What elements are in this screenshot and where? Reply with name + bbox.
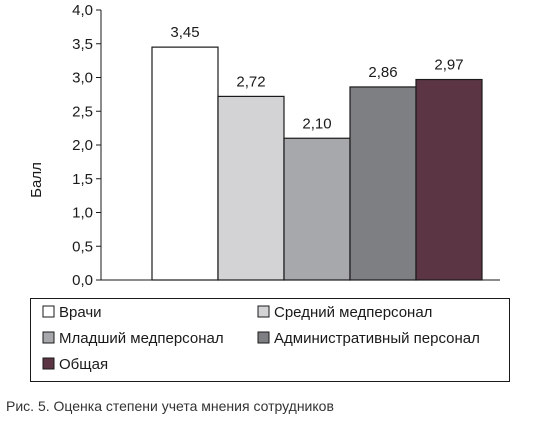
legend: Врачи Средний медперсонал Младший медперсо…	[30, 298, 510, 382]
bar-value-label: 2,97	[434, 57, 463, 74]
bar-4	[349, 86, 417, 281]
bar-5	[415, 78, 483, 281]
bar-value-label: 2,10	[302, 115, 331, 132]
legend-entry-label: Младший медперсонал	[59, 330, 224, 347]
bar-chart: 0,0 0,5 1,0 1,5 2,0 2,5 3,0 3,5 4,0 3,45 2,72 2,10…	[28, 2, 510, 382]
legend-swatch	[42, 357, 55, 370]
bar-value-label: 2,86	[368, 64, 397, 81]
bar-2	[217, 95, 285, 281]
y-tick-label: 3,5	[72, 36, 93, 53]
bar-data-labels: 3,45 2,72 2,10 2,86 2,97	[170, 24, 463, 132]
figure-caption: Рис. 5. Оценка степени учета мнения сотр…	[6, 398, 334, 414]
legend-entry-label: Врачи	[59, 304, 102, 321]
y-tick-label: 0,5	[72, 238, 93, 255]
legend-swatch	[42, 331, 55, 344]
y-axis-label: Балл	[28, 162, 45, 198]
legend-entry-label: Общая	[59, 356, 108, 373]
bars	[151, 46, 483, 281]
legend-box	[30, 298, 510, 382]
legend-swatch	[257, 331, 270, 344]
y-axis-ticks: 0,0 0,5 1,0 1,5 2,0 2,5 3,0 3,5 4,0	[72, 2, 101, 289]
y-tick-label: 2,5	[72, 103, 93, 120]
bar-value-label: 3,45	[170, 24, 199, 41]
bar-value-label: 2,72	[236, 73, 265, 90]
bar-1	[151, 46, 219, 281]
y-tick-label: 4,0	[72, 2, 93, 19]
y-tick-label: 1,5	[72, 171, 93, 188]
y-tick-label: 2,0	[72, 137, 93, 154]
bar-3	[283, 137, 351, 281]
legend-entry-label: Средний медперсонал	[274, 304, 432, 321]
y-tick-label: 0,0	[72, 272, 93, 289]
legend-swatch	[257, 305, 270, 318]
y-tick-label: 3,0	[72, 70, 93, 87]
y-tick-label: 1,0	[72, 205, 93, 222]
legend-entry-label: Административный персонал	[274, 330, 480, 347]
legend-swatch	[42, 305, 55, 318]
